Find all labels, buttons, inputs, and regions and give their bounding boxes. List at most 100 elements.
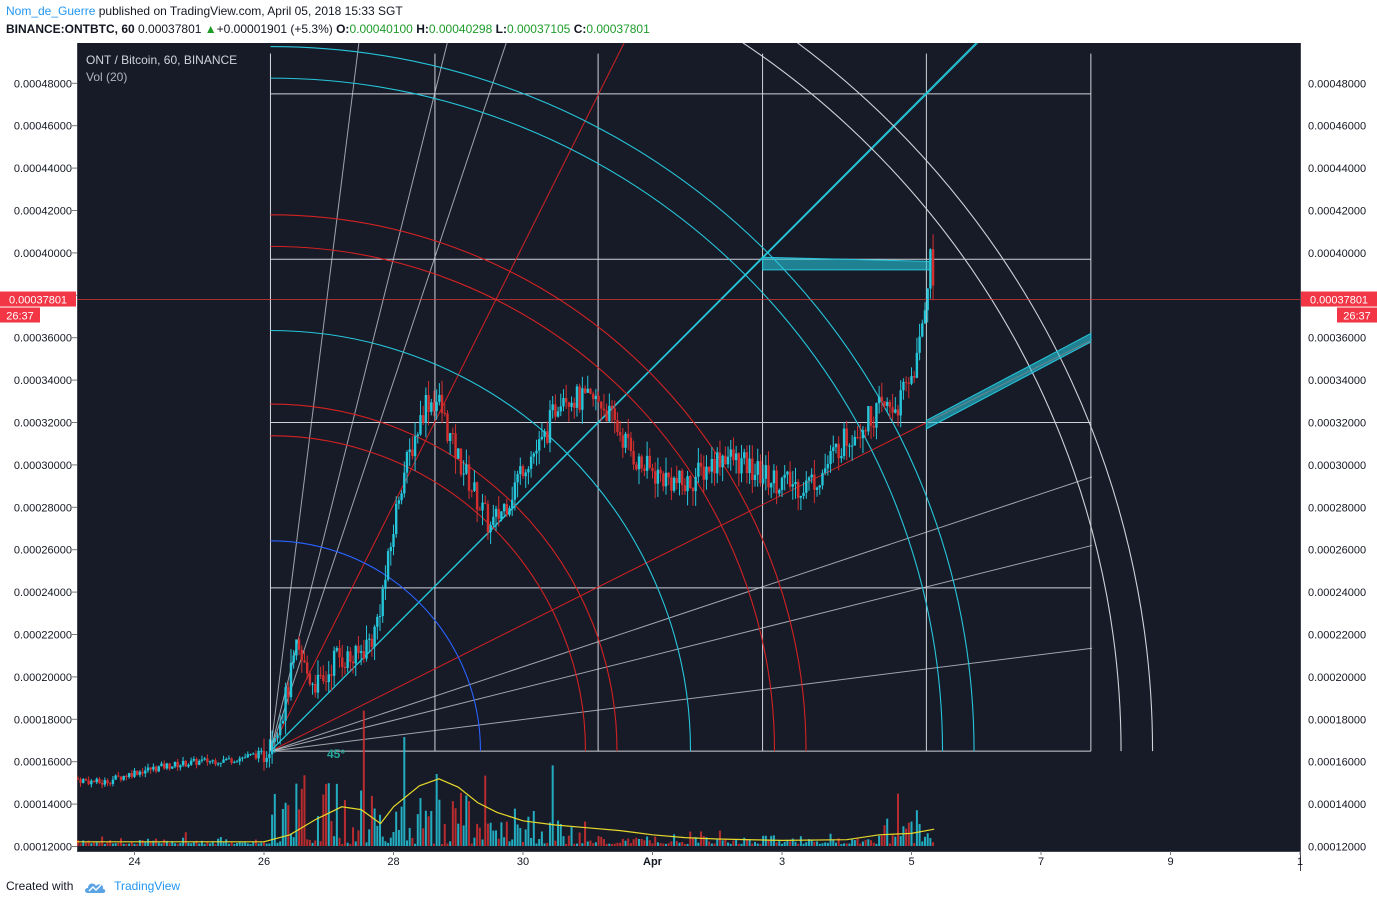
- price-axis-right[interactable]: 0.00012000 0.00014000 0.00016000 0.00018000…: [1301, 43, 1377, 871]
- candle-up: [171, 766, 174, 769]
- candle-up: [502, 504, 506, 512]
- tradingview-cloud-icon: [84, 883, 105, 893]
- candle-up: [807, 477, 811, 481]
- candle-down: [106, 780, 109, 784]
- volume-bar: [786, 840, 789, 846]
- candle-up: [513, 482, 517, 500]
- candle-up: [413, 436, 417, 457]
- volume-bar: [578, 832, 581, 846]
- volume-bar: [84, 841, 87, 846]
- author-link[interactable]: Nom_de_Guerre: [6, 4, 96, 18]
- volume-bar: [516, 824, 519, 846]
- candle-down: [357, 645, 360, 653]
- volume-bar: [859, 843, 862, 846]
- volume-bar: [597, 836, 600, 846]
- volume-bar: [381, 836, 384, 846]
- candle-up: [637, 456, 641, 470]
- candle-down: [931, 249, 935, 286]
- volume-bar: [527, 816, 530, 846]
- volume-bar: [241, 842, 244, 846]
- gann-arc: [733, 0, 1154, 752]
- candle-down: [459, 448, 463, 475]
- time-tick-label: 28: [387, 856, 399, 868]
- time-axis[interactable]: 24 26 28 30 Apr 3 5 7 9 1: [77, 851, 1303, 871]
- candle-down: [872, 425, 875, 428]
- candle-down: [602, 408, 606, 411]
- candle-up: [802, 492, 805, 496]
- volume-bars: [68, 710, 935, 846]
- volume-bar: [314, 840, 317, 846]
- candle-down: [130, 773, 134, 777]
- gann-arc: [270, 540, 482, 752]
- time-tick-label: 3: [779, 856, 785, 868]
- chart-svg[interactable]: 0.00012000 0.00014000 0.00016000 0.00018000…: [0, 0, 1377, 871]
- volume-bar: [745, 839, 748, 846]
- channel-boxes[interactable]: [762, 256, 1092, 430]
- candle-up: [160, 763, 163, 767]
- gann-arc: [670, 0, 1122, 752]
- candle-up: [710, 459, 714, 472]
- volume-bar: [346, 842, 349, 846]
- volume-bar: [629, 843, 632, 846]
- volume-bar: [362, 710, 365, 846]
- plot-pane[interactable]: [77, 43, 1300, 851]
- candle-up: [527, 468, 530, 473]
- volume-bar: [341, 843, 344, 846]
- candle-down: [651, 467, 654, 472]
- volume-bar: [106, 842, 109, 846]
- volume-bar: [276, 842, 279, 846]
- channel-box-upper: [762, 256, 932, 271]
- candle-up: [270, 741, 274, 755]
- chart-area[interactable]: 0.00012000 0.00014000 0.00016000 0.00018000…: [0, 0, 1377, 871]
- volume-bar: [702, 836, 705, 846]
- volume-bar: [238, 842, 241, 846]
- price-axis-left[interactable]: 0.00012000 0.00014000 0.00016000 0.00018000…: [0, 43, 77, 871]
- volume-bar: [522, 841, 524, 846]
- candle-up: [778, 489, 781, 494]
- price-tick-label-right: 0.00012000: [1308, 842, 1366, 854]
- countdown-bg-right: [1337, 307, 1377, 323]
- candle-up: [257, 750, 260, 759]
- candle-down: [287, 687, 290, 698]
- legend-volume[interactable]: Vol (20): [86, 70, 127, 84]
- volume-bar: [888, 843, 891, 846]
- volume-bar: [430, 811, 433, 846]
- volume-bar: [770, 835, 773, 846]
- volume-bar: [225, 839, 228, 846]
- price-tick-label-left: 0.00034000: [14, 375, 72, 387]
- volume-bar: [76, 840, 79, 846]
- volume-bar: [551, 765, 554, 846]
- candle-up: [716, 452, 719, 474]
- volume-bar: [621, 838, 624, 846]
- candle-down: [653, 471, 657, 484]
- volume-bar: [654, 836, 657, 846]
- volume-bar: [886, 818, 889, 846]
- legend-title[interactable]: ONT / Bitcoin, 60, BINANCE: [86, 53, 237, 67]
- candle-up: [799, 495, 803, 498]
- tradingview-link[interactable]: TradingView: [114, 879, 181, 893]
- gann-fan-line: [270, 647, 1093, 752]
- price-tick-label-left: 0.00020000: [14, 672, 72, 684]
- time-tick-label: 26: [258, 856, 270, 868]
- gann-angle-label: 45°: [327, 747, 345, 761]
- price-tick-label-left: 0.00044000: [14, 163, 72, 175]
- volume-bar: [686, 843, 689, 846]
- volume-bar: [821, 843, 824, 846]
- candle-up: [359, 651, 363, 653]
- volume-bar: [810, 840, 813, 846]
- candle-up: [721, 455, 724, 468]
- volume-bar: [176, 843, 179, 846]
- volume-bar: [807, 839, 810, 846]
- volume-bar: [926, 833, 929, 846]
- candle-up: [575, 386, 579, 408]
- volume-bar: [705, 837, 708, 846]
- volume-bar: [335, 783, 338, 846]
- volume-bar: [462, 825, 465, 846]
- volume-bar: [198, 843, 201, 846]
- volume-bar: [918, 824, 921, 846]
- candle-up: [697, 462, 700, 477]
- volume-bar: [783, 841, 786, 846]
- volume-bar: [171, 841, 174, 846]
- candle-down: [254, 753, 258, 759]
- price-tick-label-right: 0.00014000: [1308, 799, 1366, 811]
